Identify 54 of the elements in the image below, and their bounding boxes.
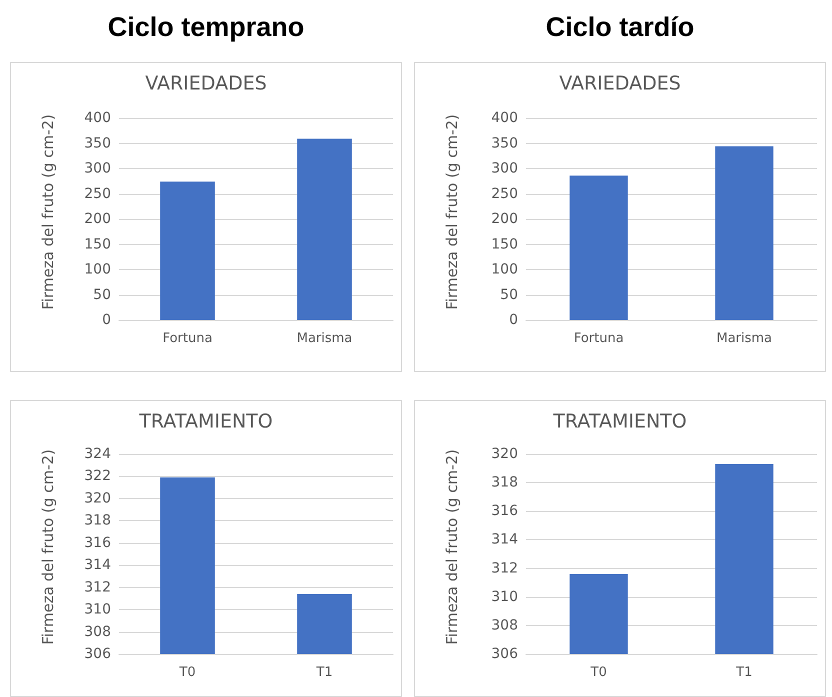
- y-tick-label: 250: [491, 186, 518, 202]
- y-tick-label: 312: [84, 579, 111, 596]
- y-tick-label: 350: [491, 135, 518, 152]
- y-tick-label: 400: [491, 110, 518, 126]
- chart-title: TRATAMIENTO: [552, 410, 687, 432]
- y-tick-label: 318: [84, 512, 111, 529]
- y-tick-label: 400: [84, 110, 111, 126]
- x-tick-label: T0: [590, 665, 607, 680]
- y-tick-label: 0: [102, 312, 111, 328]
- y-tick-label: 200: [84, 211, 111, 227]
- y-tick-label: 308: [491, 617, 518, 634]
- chart-title: VARIEDADES: [559, 72, 681, 94]
- y-tick-label: 150: [491, 236, 518, 252]
- chart-title: TRATAMIENTO: [138, 410, 273, 432]
- y-tick-label: 314: [84, 557, 112, 574]
- x-tick-label: T1: [735, 665, 752, 680]
- y-tick-label: 200: [491, 211, 518, 227]
- y-tick-label: 0: [509, 312, 518, 328]
- x-tick-label: Marisma: [716, 331, 772, 346]
- x-tick-label: T1: [315, 665, 333, 680]
- y-tick-label: 324: [84, 446, 112, 462]
- x-tick-label: Marisma: [296, 331, 352, 346]
- y-tick-label: 318: [491, 474, 518, 491]
- y-tick-label: 310: [491, 588, 518, 605]
- text: Ciclo tardío: [544, 12, 696, 43]
- y-tick-label: 320: [84, 490, 111, 506]
- x-tick-label: Fortuna: [574, 331, 624, 346]
- y-tick-label: 100: [491, 262, 518, 278]
- y-tick-label: 100: [84, 262, 111, 278]
- y-tick-label: 250: [84, 186, 111, 202]
- x-tick-label: T0: [178, 665, 196, 680]
- y-axis-title: Firmeza del fruto (g cm-2): [39, 448, 58, 647]
- y-tick-label: 300: [84, 160, 111, 176]
- x-tick-label: Fortuna: [162, 331, 212, 346]
- y-axis-title: Firmeza del fruto (g cm-2): [39, 113, 58, 312]
- y-axis-title: Firmeza del fruto (g cm-2): [443, 448, 462, 647]
- chart-title: VARIEDADES: [145, 72, 267, 94]
- y-tick-label: 322: [84, 468, 111, 484]
- y-tick-label: 310: [84, 602, 111, 618]
- y-tick-label: 50: [93, 286, 111, 303]
- y-tick-label: 312: [491, 560, 518, 576]
- y-tick-label: 320: [491, 446, 518, 462]
- text: Ciclo temprano: [106, 12, 306, 43]
- y-tick-label: 150: [84, 236, 111, 252]
- y-tick-label: 50: [500, 286, 518, 303]
- y-tick-label: 306: [84, 646, 112, 662]
- y-tick-label: 316: [84, 534, 112, 551]
- y-tick-label: 306: [491, 646, 518, 662]
- y-axis-title: Firmeza del fruto (g cm-2): [443, 113, 462, 312]
- y-tick-label: 314: [491, 532, 518, 548]
- y-tick-label: 308: [84, 624, 111, 640]
- y-tick-label: 350: [84, 135, 111, 152]
- y-tick-label: 316: [491, 503, 518, 520]
- y-tick-label: 300: [491, 160, 518, 176]
